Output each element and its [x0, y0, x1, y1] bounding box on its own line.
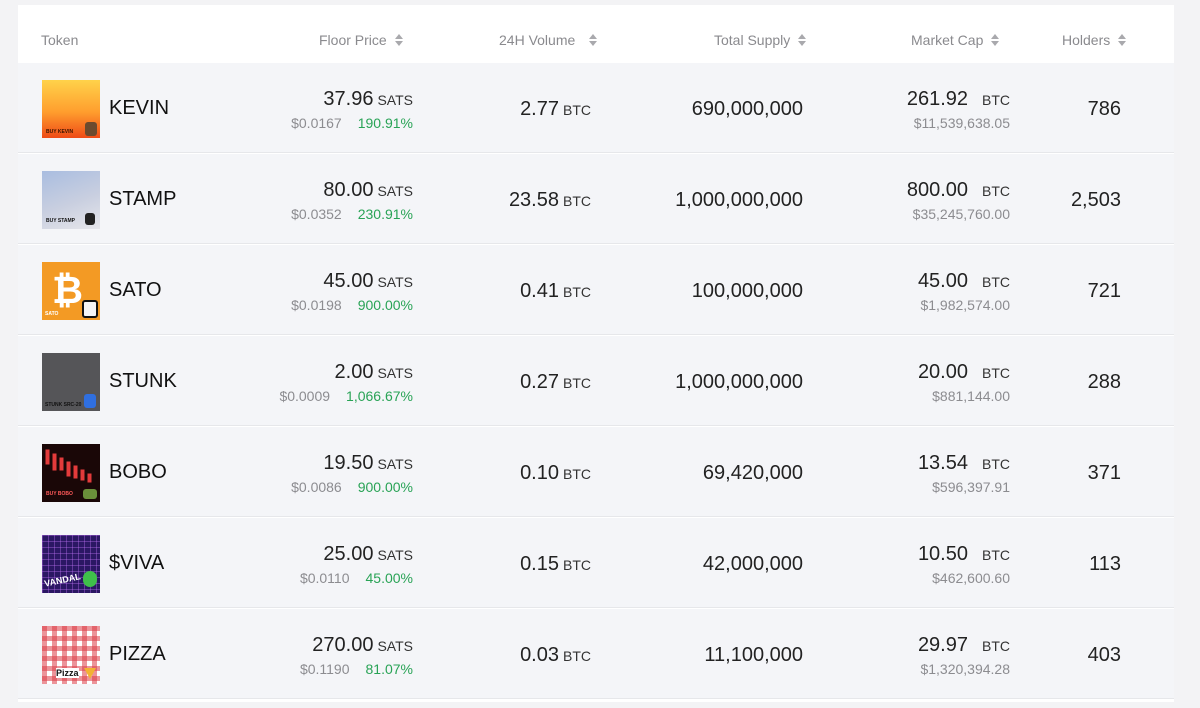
market-cap: 13.54 BTC: [917, 452, 1010, 474]
token-thumbnail: STUNK SRC-20: [42, 353, 100, 411]
market-cap-usd: $1,320,394.28: [920, 661, 1010, 677]
holders-count: 288: [1087, 371, 1121, 393]
volume-24h: 23.58 BTC: [508, 189, 591, 211]
character-icon: [83, 489, 97, 499]
character-icon: [85, 122, 97, 136]
market-cap: 29.97 BTC: [917, 634, 1010, 656]
token-name[interactable]: BOBO: [109, 461, 167, 483]
volume-24h: 0.03 BTC: [520, 644, 591, 666]
token-name[interactable]: $VIVA: [109, 552, 165, 574]
total-supply: 690,000,000: [691, 98, 803, 120]
sort-updown-icon[interactable]: [798, 34, 807, 46]
sort-updown-icon[interactable]: [1118, 34, 1127, 46]
table-row[interactable]: BUY BOBO BOBO 19.50 SATS $0.0086 900.00% 0…: [18, 427, 1174, 517]
holders-count: 113: [1089, 553, 1121, 575]
column-market-cap[interactable]: Market Cap: [911, 32, 1000, 48]
floor-price-sub: $0.0352 230.91%: [291, 206, 413, 222]
token-thumbnail: BUY BOBO: [42, 444, 100, 502]
holders-count: 721: [1087, 280, 1121, 302]
column-token: Token: [41, 32, 79, 48]
floor-price-sub: $0.0110 45.00%: [299, 570, 413, 586]
floor-price: 45.00 SATS: [323, 270, 413, 292]
token-name[interactable]: SATO: [109, 279, 162, 301]
total-supply: 42,000,000: [702, 553, 803, 575]
total-supply: 100,000,000: [691, 280, 803, 302]
total-supply: 69,420,000: [702, 462, 803, 484]
pizza-slice-icon: [84, 668, 96, 679]
column-24h-volume[interactable]: 24H Volume: [499, 32, 598, 48]
floor-price: 2.00 SATS: [334, 361, 413, 383]
candlestick-icon: [45, 449, 92, 483]
total-supply: 11,100,000: [704, 644, 803, 666]
token-name[interactable]: STUNK: [109, 370, 177, 392]
market-cap: 20.00 BTC: [917, 361, 1010, 383]
token-name[interactable]: STAMP: [109, 188, 177, 210]
table-row[interactable]: STUNK SRC-20 STUNK 2.00 SATS $0.0009 1,066…: [18, 336, 1174, 426]
token-name[interactable]: PIZZA: [109, 643, 166, 665]
token-name[interactable]: KEVIN: [109, 97, 170, 119]
token-thumbnail: ₿ SATO: [42, 262, 100, 320]
floor-price: 19.50 SATS: [323, 452, 413, 474]
holders-count: 2,503: [1070, 189, 1121, 211]
market-cap-usd: $1,982,574.00: [920, 297, 1010, 313]
volume-24h: 0.15 BTC: [520, 553, 591, 575]
total-supply: 1,000,000,000: [675, 189, 803, 211]
floor-price: 270.00 SATS: [312, 634, 413, 656]
floor-price-sub: $0.0167 190.91%: [291, 115, 413, 131]
market-cap-usd: $596,397.91: [932, 479, 1010, 495]
bitcoin-icon: ₿: [52, 268, 83, 312]
floor-price: 80.00 SATS: [323, 179, 413, 201]
table-row[interactable]: Pizza PIZZA 270.00 SATS $0.1190 81.07% 0.0…: [18, 609, 1174, 699]
market-cap-usd: $11,539,638.05: [913, 115, 1010, 131]
floor-price: 25.00 SATS: [323, 543, 413, 565]
column-total-supply[interactable]: Total Supply: [714, 32, 807, 48]
market-cap-usd: $35,245,760.00: [912, 206, 1010, 222]
floor-price-sub: $0.0009 1,066.67%: [279, 388, 413, 404]
table-row[interactable]: ₿ SATO SATO 45.00 SATS $0.0198 900.00% 0.4…: [18, 245, 1174, 335]
market-cap: 10.50 BTC: [917, 543, 1010, 565]
sort-updown-icon[interactable]: [394, 34, 403, 46]
market-cap: 261.92 BTC: [906, 88, 1010, 110]
floor-price-sub: $0.0086 900.00%: [291, 479, 413, 495]
floor-price-sub: $0.1190 81.07%: [299, 661, 413, 677]
token-thumbnail: BUY STAMP: [42, 171, 100, 229]
holders-count: 371: [1087, 462, 1121, 484]
holders-count: 786: [1087, 98, 1121, 120]
token-thumbnail: BUY KEVIN: [42, 80, 100, 138]
market-cap-usd: $881,144.00: [932, 388, 1010, 404]
character-icon: [82, 300, 98, 318]
volume-24h: 0.41 BTC: [520, 280, 591, 302]
volume-24h: 0.10 BTC: [520, 462, 591, 484]
character-icon: [85, 213, 95, 225]
floor-price-sub: $0.0198 900.00%: [291, 297, 413, 313]
total-supply: 1,000,000,000: [675, 371, 803, 393]
column-floor-price[interactable]: Floor Price: [319, 32, 403, 48]
token-thumbnail: Pizza: [42, 626, 100, 684]
token-thumbnail: VANDAL: [42, 535, 100, 593]
table-row[interactable]: VANDAL $VIVA 25.00 SATS $0.0110 45.00% 0.1…: [18, 518, 1174, 608]
table-row[interactable]: BUY KEVIN KEVIN 37.96 SATS $0.0167 190.91%…: [18, 63, 1174, 153]
volume-24h: 0.27 BTC: [520, 371, 591, 393]
column-holders[interactable]: Holders: [1062, 32, 1127, 48]
market-cap: 45.00 BTC: [917, 270, 1010, 292]
market-cap: 800.00 BTC: [906, 179, 1010, 201]
table-header: Token Floor Price 24H Volume Total Suppl…: [18, 5, 1174, 63]
character-icon: [83, 571, 97, 587]
sort-updown-icon[interactable]: [589, 34, 598, 46]
holders-count: 403: [1087, 644, 1121, 666]
table-row[interactable]: BUY STAMP STAMP 80.00 SATS $0.0352 230.91%…: [18, 154, 1174, 244]
floor-price: 37.96 SATS: [323, 88, 413, 110]
character-icon: [84, 394, 96, 408]
sort-updown-icon[interactable]: [991, 34, 1000, 46]
market-cap-usd: $462,600.60: [932, 570, 1010, 586]
volume-24h: 2.77 BTC: [520, 98, 591, 120]
